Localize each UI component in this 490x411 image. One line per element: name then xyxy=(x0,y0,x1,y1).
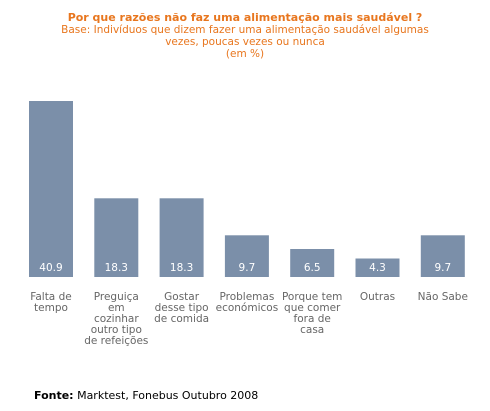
category-label-5: Outras xyxy=(360,291,395,303)
category-label-6: Não Sabe xyxy=(418,291,468,303)
category-label-2-line-0: Gostar xyxy=(164,291,200,303)
category-label-1-line-0: Preguiça xyxy=(94,291,139,303)
chart-header: Por que razões não faz uma alimentação m… xyxy=(0,11,490,60)
chart-subtitle-line-2: vezes, poucas vezes ou nunca xyxy=(165,36,325,48)
chart-subtitle-line-1: Base: Indivíduos que dizem fazer uma ali… xyxy=(61,24,429,36)
category-label-2: Gostar desse tipo de comida xyxy=(154,291,209,325)
bar-value-label-2: 18.3 xyxy=(170,262,193,274)
category-label-6-line-0: Não Sabe xyxy=(418,291,468,303)
category-label-2-line-2: de comida xyxy=(154,313,209,325)
bar-1 xyxy=(94,198,139,277)
chart-subtitle-line-3: (em %) xyxy=(225,48,265,60)
category-label-4-line-1: que comer xyxy=(284,302,341,314)
category-label-4: Porque tem que comer fora de casa xyxy=(282,291,342,336)
source-footer: Fonte: Marktest, Fonebus Outubro 2008 xyxy=(34,389,258,402)
category-label-4-line-0: Porque tem xyxy=(282,291,342,303)
category-label-2-line-1: desse tipo xyxy=(155,302,209,314)
bar-4 xyxy=(290,249,335,277)
category-label-0: Falta de tempo xyxy=(30,291,71,314)
category-label-4-line-3: casa xyxy=(300,324,324,336)
source-text: Marktest, Fonebus Outubro 2008 xyxy=(73,389,259,402)
category-label-5-line-0: Outras xyxy=(360,291,395,303)
category-label-1-line-4: de refeições xyxy=(84,335,148,347)
category-label-0-line-1: tempo xyxy=(34,302,68,314)
bar-3 xyxy=(224,235,269,277)
bar-value-label-5: 4.3 xyxy=(369,262,386,274)
category-label-3-line-0: Problemas xyxy=(219,291,274,303)
bar-2 xyxy=(159,198,204,277)
bar-value-label-1: 18.3 xyxy=(105,262,128,274)
category-label-3: Problemas económicos xyxy=(216,291,279,314)
bar-5 xyxy=(355,258,400,277)
category-label-1: Preguiça em cozinhar outro tipo de refeições xyxy=(84,291,148,347)
bar-value-label-3: 9.7 xyxy=(239,262,256,274)
category-label-3-line-1: económicos xyxy=(216,302,279,314)
bar-value-label-4: 6.5 xyxy=(304,262,321,274)
chart-title: Por que razões não faz uma alimentação m… xyxy=(67,11,423,24)
bar-6 xyxy=(420,235,465,277)
category-label-1-line-1: em xyxy=(108,302,125,314)
category-label-1-line-2: cozinhar xyxy=(94,313,139,325)
category-label-0-line-0: Falta de xyxy=(30,291,71,303)
source-label: Fonte: xyxy=(34,389,74,402)
bar-value-label-6: 9.7 xyxy=(434,262,451,274)
bar-value-label-0: 40.9 xyxy=(39,262,62,274)
category-label-1-line-3: outro tipo xyxy=(91,324,142,336)
bar-0 xyxy=(29,101,73,277)
category-label-4-line-2: fora de xyxy=(294,313,331,325)
